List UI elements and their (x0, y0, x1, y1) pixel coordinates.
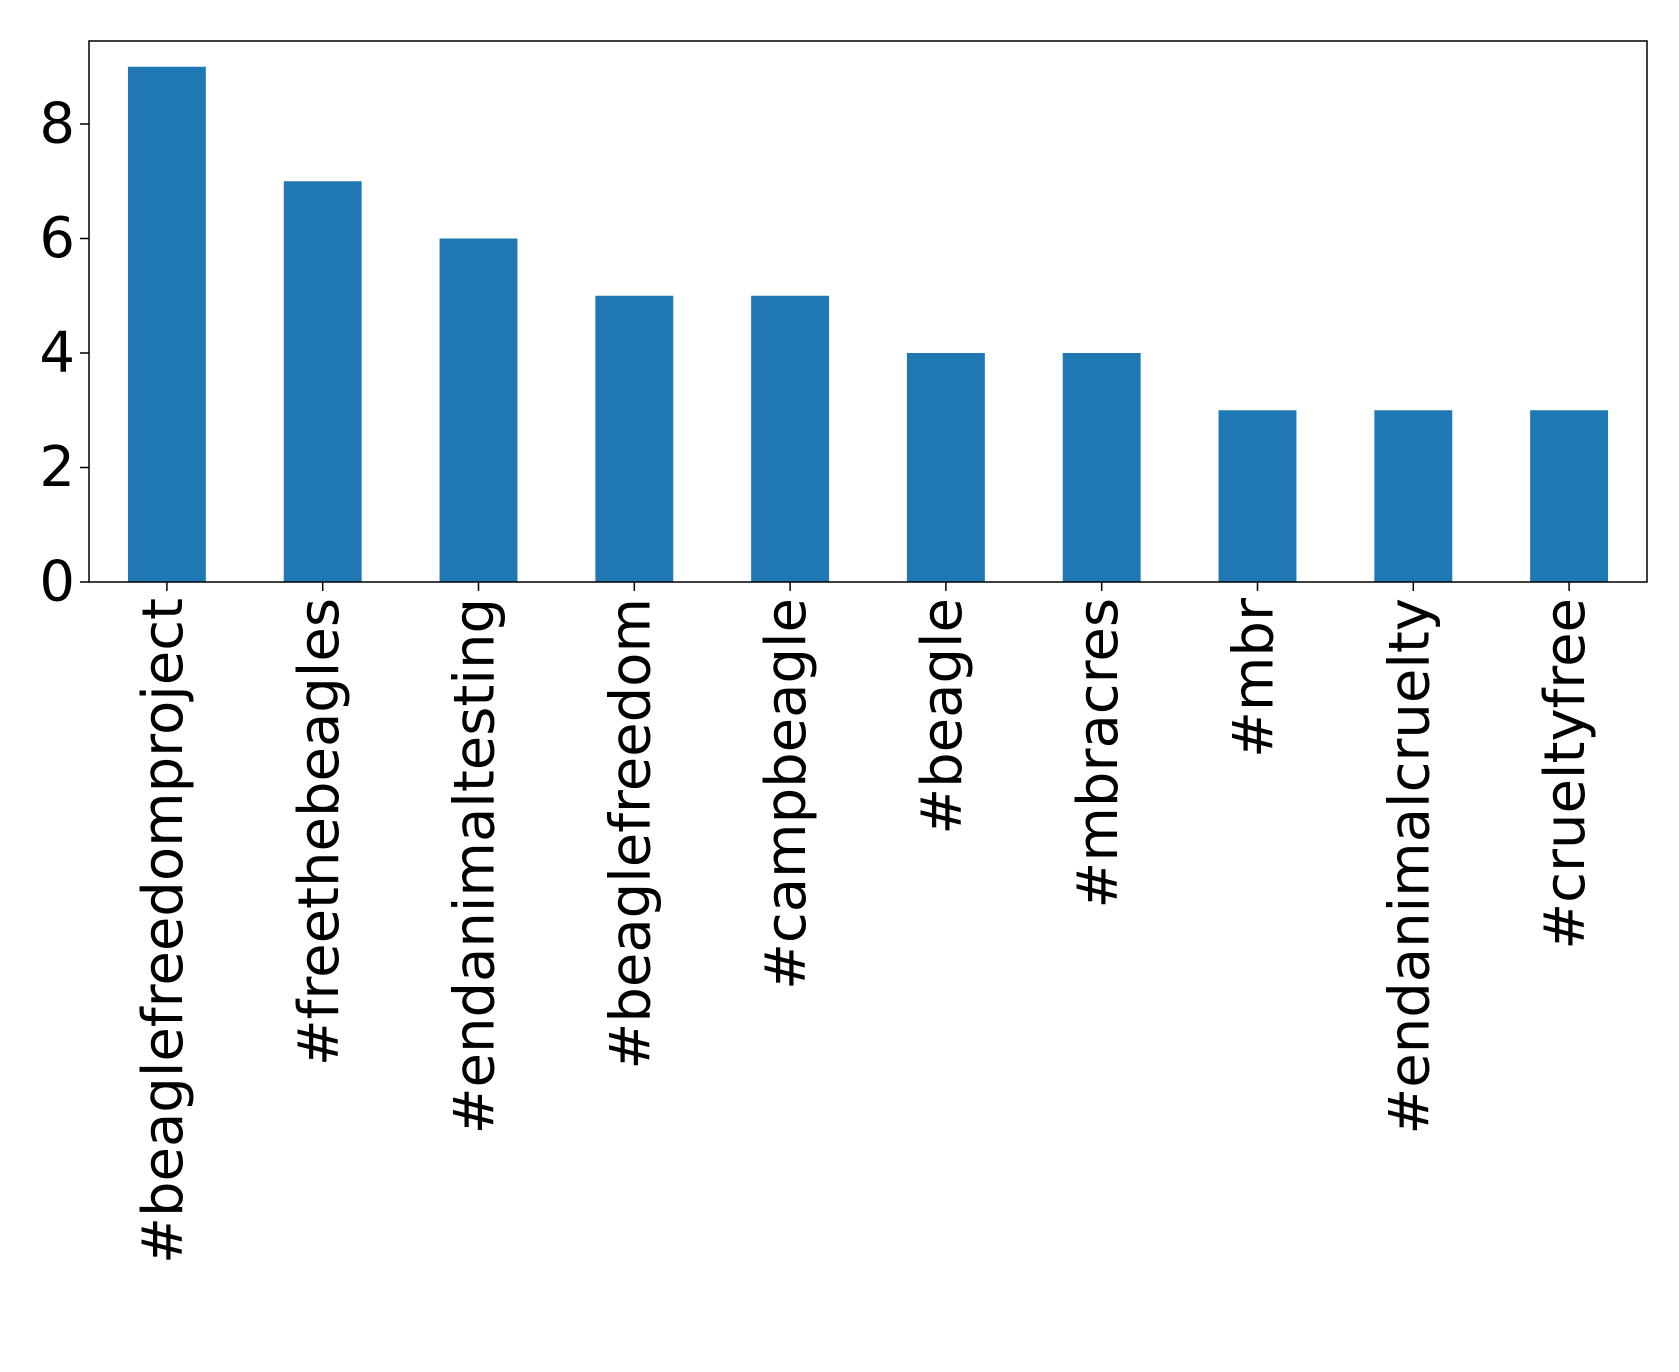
bar (751, 295, 830, 582)
y-tick-label: 4 (39, 321, 75, 386)
y-tick-label: 0 (39, 550, 75, 615)
x-tick-label: #mbracres (1066, 598, 1131, 909)
bar (283, 181, 362, 582)
y-tick-label: 6 (39, 206, 75, 271)
bar (1374, 410, 1453, 582)
x-tick-label: #endanimalcruelty (1377, 598, 1442, 1135)
y-tick-label: 2 (39, 435, 75, 500)
x-tick-label: #beaglefreedomproject (131, 598, 196, 1264)
x-tick-label: #mbr (1222, 597, 1287, 758)
bar (1530, 410, 1609, 582)
x-tick-label: #beagle (910, 598, 975, 835)
bar (906, 353, 985, 582)
bar (1218, 410, 1297, 582)
x-tick-label: #freethebeagles (287, 598, 352, 1066)
plot-frame (88, 40, 1648, 583)
bar (1062, 353, 1141, 582)
bar (127, 66, 206, 582)
x-tick-label: #endanimaltesting (443, 598, 508, 1134)
bar (439, 238, 518, 582)
bar (595, 295, 674, 582)
x-tick-label: #beaglefreedom (598, 598, 663, 1070)
y-tick-label: 8 (39, 92, 75, 157)
x-tick-label: #crueltyfree (1533, 598, 1598, 950)
x-tick-label: #campbeagle (754, 598, 819, 990)
